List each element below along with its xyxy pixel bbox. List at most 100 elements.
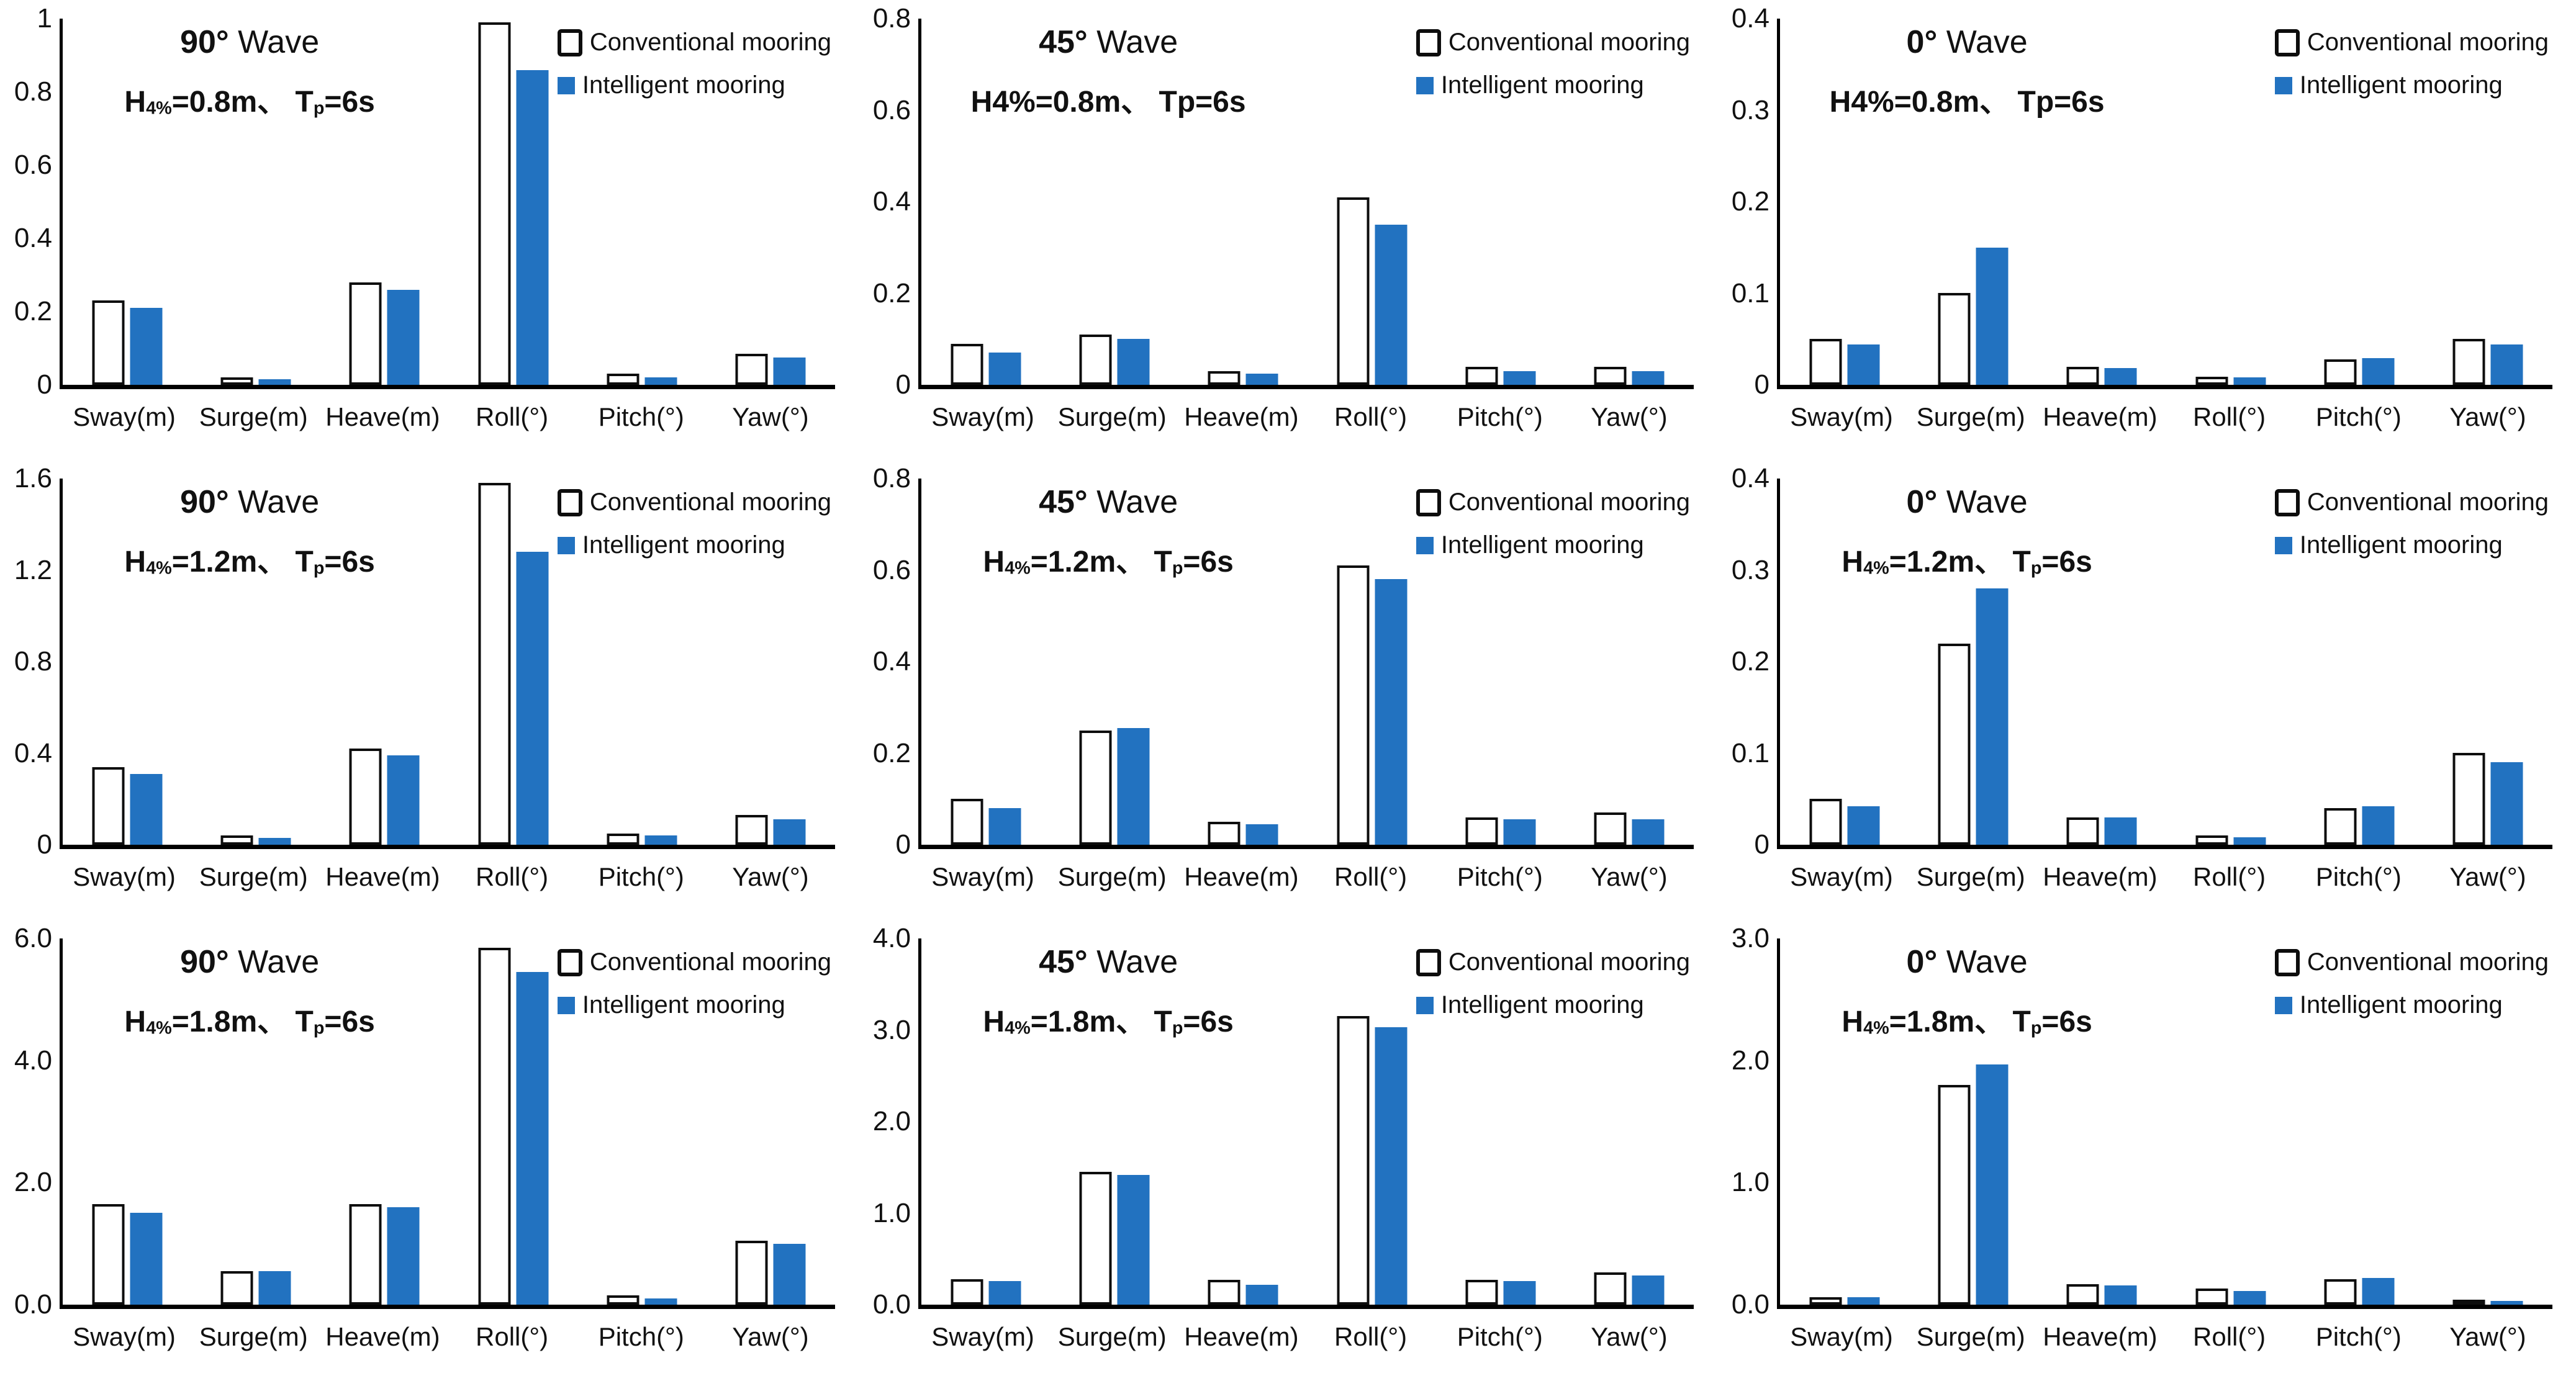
x-axis-label: Surge(m): [1916, 862, 2025, 891]
bar-pair: [1809, 339, 1880, 385]
bar-conventional: [349, 282, 382, 385]
bar-pair: [1337, 197, 1408, 385]
wave-word: Wave: [238, 944, 320, 980]
chart-title: 45° Wave H4%=1.2m、 Tp=6s: [931, 484, 1286, 580]
wave-angle-title: 90° Wave: [72, 943, 427, 981]
bar-pair: [1079, 728, 1150, 845]
bar-conventional: [1337, 565, 1370, 845]
bar-conventional: [1938, 293, 1971, 385]
y-axis-tick-labels: 1 0.8 0.6 0.4 0.2 0: [0, 5, 60, 398]
y-tick-label: 6.0: [14, 923, 52, 953]
bar-pair: [1465, 1280, 1536, 1305]
y-tick-label: 1: [37, 3, 52, 34]
x-axis-label: Surge(m): [1057, 402, 1167, 431]
category-group: [320, 19, 449, 385]
condition-part: =6s: [324, 86, 375, 119]
wave-angle-title: 90° Wave: [72, 24, 427, 61]
x-axis-labels: Sway(m) Surge(m) Heave(m) Roll(°) Pitch(°) Ya…: [1777, 1322, 2552, 1352]
bar-pair: [1337, 1016, 1408, 1305]
x-axis-label: Sway(m): [931, 862, 1034, 891]
bar-intelligent: [1245, 374, 1278, 385]
bar-pair: [607, 1295, 677, 1305]
condition-part: H: [124, 86, 147, 119]
wave-angle-title: 45° Wave: [931, 24, 1286, 61]
bar-conventional: [1079, 731, 1112, 845]
condition-part: 4%: [146, 558, 172, 578]
bar-pair: [220, 835, 291, 845]
bar-intelligent: [1117, 728, 1150, 845]
y-tick-label: 0.4: [1731, 463, 1769, 493]
condition-part: 4%: [992, 86, 1036, 119]
bar-conventional: [2066, 817, 2099, 845]
category-group: [2038, 19, 2166, 385]
bar-pair: [1594, 367, 1665, 385]
legend: Conventional mooring Intelligent mooring: [557, 948, 831, 1034]
category-group: [1909, 479, 2037, 845]
bar-intelligent: [1375, 225, 1408, 385]
condition-part: T: [295, 1005, 314, 1038]
y-tick-label: 0.8: [872, 463, 911, 493]
bar-chart: 4.0 3.0 2.0 1.0 0.0 45° Wave H4%=1.8m、 Tp=6s…: [859, 920, 1717, 1380]
condition-part: =6s: [324, 546, 375, 578]
bar-pair: [1208, 822, 1278, 845]
bar-chart: 0.4 0.3 0.2 0.1 0 0° Wave H4%=0.8m、 Tp=6s Co…: [1717, 0, 2576, 460]
category-group: [2295, 479, 2423, 845]
y-tick-label: 0.0: [872, 1289, 911, 1320]
category-group: [1909, 938, 2037, 1305]
bar-intelligent: [988, 1281, 1021, 1305]
category-group: [1436, 938, 1565, 1305]
condition-part: T: [2017, 86, 2036, 119]
wave-angle-title: 45° Wave: [931, 484, 1286, 521]
x-axis-label: Yaw(°): [1591, 1322, 1668, 1351]
bar-conventional: [1809, 799, 1842, 845]
bar-intelligent: [1632, 371, 1665, 385]
bar-conventional: [1465, 817, 1498, 845]
legend-swatch-intelligent-icon: [1416, 996, 1434, 1014]
bar-pair: [607, 834, 677, 845]
condition-part: =6s: [324, 1005, 375, 1038]
x-axis-labels: Sway(m) Surge(m) Heave(m) Roll(°) Pitch(°) Ya…: [1777, 402, 2552, 432]
bar-conventional: [1337, 1016, 1370, 1305]
legend-swatch-conventional-icon: [1416, 488, 1441, 516]
legend-row-intelligent: Intelligent mooring: [1416, 531, 1690, 559]
condition-part: p: [1172, 1018, 1183, 1038]
x-axis-label: Sway(m): [73, 402, 176, 431]
condition-part: 4%: [146, 98, 172, 119]
wave-word: Wave: [238, 484, 320, 520]
y-tick-label: 1.0: [1731, 1167, 1769, 1198]
bar-intelligent: [2362, 806, 2395, 845]
legend: Conventional mooring Intelligent mooring: [1416, 488, 1690, 574]
x-axis-label: Yaw(°): [1591, 862, 1668, 891]
bar-intelligent: [1245, 824, 1278, 845]
bar-intelligent: [1847, 806, 1880, 845]
bar-conventional: [220, 835, 253, 845]
x-axis-label: Surge(m): [1916, 1322, 2025, 1351]
legend-row-conventional: Conventional mooring: [557, 948, 831, 976]
bar-pair: [1809, 799, 1880, 845]
legend-swatch-intelligent-icon: [1416, 76, 1434, 94]
x-axis-label: Heave(m): [325, 402, 440, 431]
legend: Conventional mooring Intelligent mooring: [1416, 948, 1690, 1034]
bar-conventional: [1809, 339, 1842, 385]
x-axis-label: Yaw(°): [732, 402, 809, 431]
category-group: [2295, 19, 2423, 385]
condition-part: H: [124, 546, 147, 578]
bar-intelligent: [1245, 1285, 1278, 1305]
x-axis-label: Heave(m): [2043, 862, 2158, 891]
bar-groups: [1780, 19, 2552, 385]
wave-angle-title: 90° Wave: [72, 484, 427, 521]
condition-part: =1.2m、: [1889, 546, 2013, 578]
bar-conventional: [1594, 812, 1627, 845]
category-group: [1565, 19, 1694, 385]
bar-intelligent: [1632, 1275, 1665, 1305]
bar-conventional: [2195, 1289, 2228, 1305]
bar-conventional: [1079, 335, 1112, 385]
legend-label-intelligent: Intelligent mooring: [582, 71, 785, 99]
y-tick-label: 0.4: [14, 223, 52, 253]
x-axis-label: Sway(m): [1790, 402, 1893, 431]
category-group: [1780, 938, 1909, 1305]
condition-part: =1.8m、: [171, 1005, 296, 1038]
y-tick-label: 0.8: [14, 76, 52, 107]
bar-chart: 0.8 0.6 0.4 0.2 0 45° Wave H4%=0.8m、 Tp=6s C…: [859, 0, 1717, 460]
category-group: [1780, 479, 1909, 845]
